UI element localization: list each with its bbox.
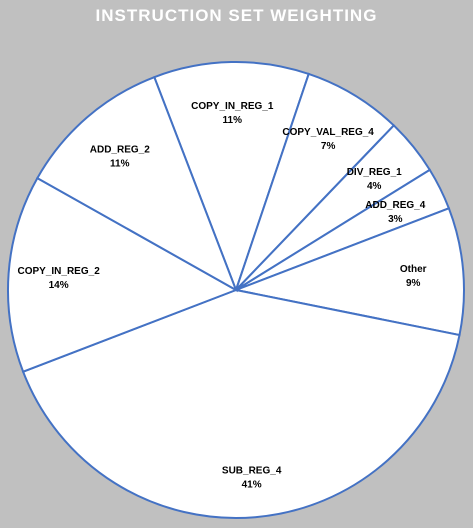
slice-label-7: ADD_REG_2 [90, 144, 150, 155]
slice-label-6: COPY_IN_REG_2 [18, 266, 101, 277]
pie-slice-0 [152, 61, 310, 293]
pie-slice-6 [7, 176, 239, 374]
slice-percent-1: 7% [321, 141, 336, 152]
pie-slice-7 [36, 75, 238, 293]
slice-label-2: DIV_REG_1 [347, 167, 402, 178]
slice-label-0: COPY_IN_REG_1 [191, 101, 274, 112]
chart-title: INSTRUCTION SET WEIGHTING [95, 6, 378, 25]
slice-percent-6: 14% [49, 280, 69, 291]
slice-percent-2: 4% [367, 181, 382, 192]
slice-percent-7: 11% [110, 158, 130, 169]
slice-label-3: ADD_REG_4 [365, 200, 425, 211]
slice-label-1: COPY_VAL_REG_4 [282, 127, 374, 138]
slice-label-5: SUB_REG_4 [222, 465, 282, 476]
pie-slice-5 [21, 288, 461, 519]
slice-percent-0: 11% [223, 115, 243, 126]
slice-percent-4: 9% [406, 278, 421, 289]
slice-percent-3: 3% [388, 214, 403, 225]
slice-label-4: Other [400, 264, 427, 275]
pie-slice-4 [232, 206, 465, 337]
slice-percent-5: 41% [242, 479, 262, 490]
